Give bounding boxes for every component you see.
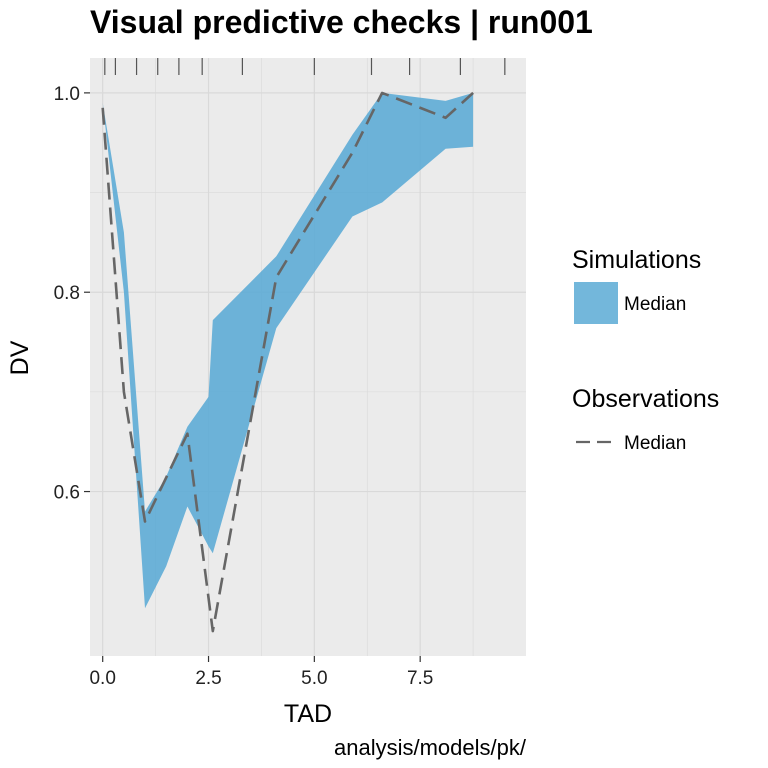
y-axis: 0.6 0.8 1.0 [54,84,90,504]
x-tick-label: 7.5 [407,668,433,689]
observations-median-line [101,91,474,633]
observations-line-layer [101,91,474,633]
legend: Simulations Median Observations Median [572,246,719,454]
x-axis: 0.0 2.5 5.0 7.5 [89,656,433,689]
x-tick-label: 0.0 [89,668,115,689]
rug-ticks [104,58,506,75]
x-tick-label: 2.5 [195,668,221,689]
x-tick-label: 5.0 [301,668,327,689]
legend-simulations-label: Median [624,294,686,315]
legend-simulations-swatch [574,282,618,324]
simulations-ribbon-layer [102,92,474,609]
legend-simulations-title: Simulations [572,246,701,274]
y-tick-label: 0.6 [54,483,80,504]
y-tick-label: 0.8 [54,283,80,304]
plot-caption: analysis/models/pk/ [334,735,527,760]
y-axis-title: DV [6,340,34,375]
y-tick-label: 1.0 [54,84,80,105]
legend-observations-title: Observations [572,385,719,413]
chart-title: Visual predictive checks | run001 [90,4,593,40]
legend-observations-label: Median [624,433,686,454]
x-axis-title: TAD [284,700,332,728]
simulations-median-ribbon [102,92,474,609]
